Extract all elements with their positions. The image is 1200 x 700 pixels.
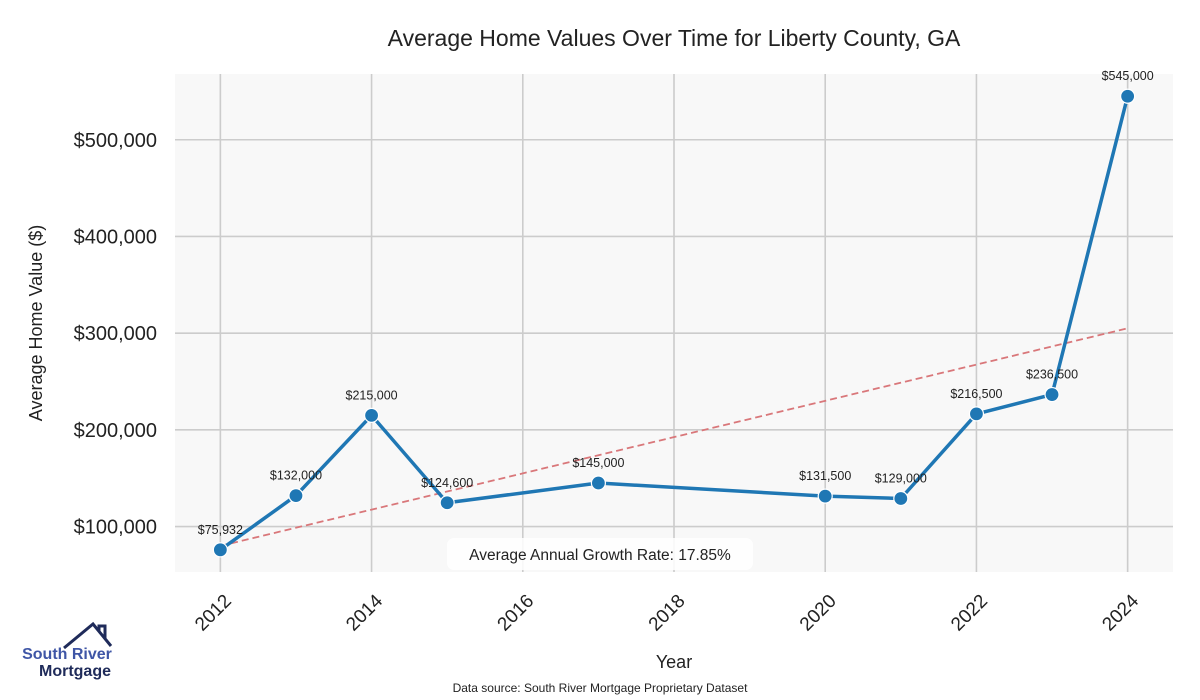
data-point xyxy=(590,475,606,491)
data-label: $145,000 xyxy=(572,456,624,470)
data-points xyxy=(212,88,1136,558)
logo-text-line2: Mortgage xyxy=(39,663,111,680)
y-axis-label: Average Home Value ($) xyxy=(26,225,46,421)
data-label: $75,932 xyxy=(198,523,243,537)
growth-rate-annotation: Average Annual Growth Rate: 17.85% xyxy=(447,538,753,570)
logo-text-line1: South River xyxy=(22,646,112,663)
data-label: $132,000 xyxy=(270,469,322,483)
data-labels: $75,932 $132,000 $215,000 $124,600 $145,000 $… xyxy=(198,69,1154,537)
x-tick-label: 2012 xyxy=(191,591,236,636)
x-tick-label: 2014 xyxy=(342,590,387,635)
chimney-icon xyxy=(97,624,107,639)
y-tick-label: $400,000 xyxy=(74,226,157,248)
x-axis-ticks: 2012 2014 2016 2018 2020 2022 2024 xyxy=(191,590,1143,635)
x-tick-label: 2018 xyxy=(645,591,690,636)
trend-line xyxy=(220,327,1128,547)
data-point xyxy=(439,495,455,511)
data-point xyxy=(288,488,304,504)
x-tick-label: 2020 xyxy=(796,591,841,636)
data-point xyxy=(212,542,228,558)
data-label: $129,000 xyxy=(875,472,927,486)
data-source-note: Data source: South River Mortgage Propri… xyxy=(453,681,748,695)
data-point xyxy=(893,490,909,507)
y-axis-ticks: $100,000 $200,000 $300,000 $400,000 $500,000 xyxy=(74,130,157,539)
company-logo: South River Mortgage xyxy=(22,621,113,680)
series-line-average-home-value xyxy=(219,95,1130,552)
y-tick-label: $200,000 xyxy=(74,420,157,442)
x-axis-label: Year xyxy=(656,652,692,672)
y-tick-label: $500,000 xyxy=(74,130,157,152)
data-point xyxy=(363,407,380,423)
data-label: $131,500 xyxy=(799,469,851,483)
y-tick-label: $100,000 xyxy=(74,517,157,539)
x-tick-label: 2022 xyxy=(947,591,992,636)
x-tick-label: 2016 xyxy=(494,591,539,636)
data-label: $545,000 xyxy=(1102,69,1154,83)
growth-rate-box xyxy=(447,538,753,570)
data-label: $216,500 xyxy=(950,387,1002,401)
growth-rate-text: Average Annual Growth Rate: 17.85% xyxy=(469,547,731,564)
x-tick-label: 2024 xyxy=(1098,590,1143,635)
y-tick-label: $300,000 xyxy=(74,323,157,345)
data-point xyxy=(968,406,985,422)
data-label: $124,600 xyxy=(421,476,473,490)
data-point xyxy=(1120,88,1136,104)
data-label: $236,500 xyxy=(1026,368,1078,382)
data-point xyxy=(1044,386,1060,403)
data-point xyxy=(817,488,833,504)
data-label: $215,000 xyxy=(346,388,398,402)
chart-title: Average Home Values Over Time for Libert… xyxy=(388,25,961,51)
